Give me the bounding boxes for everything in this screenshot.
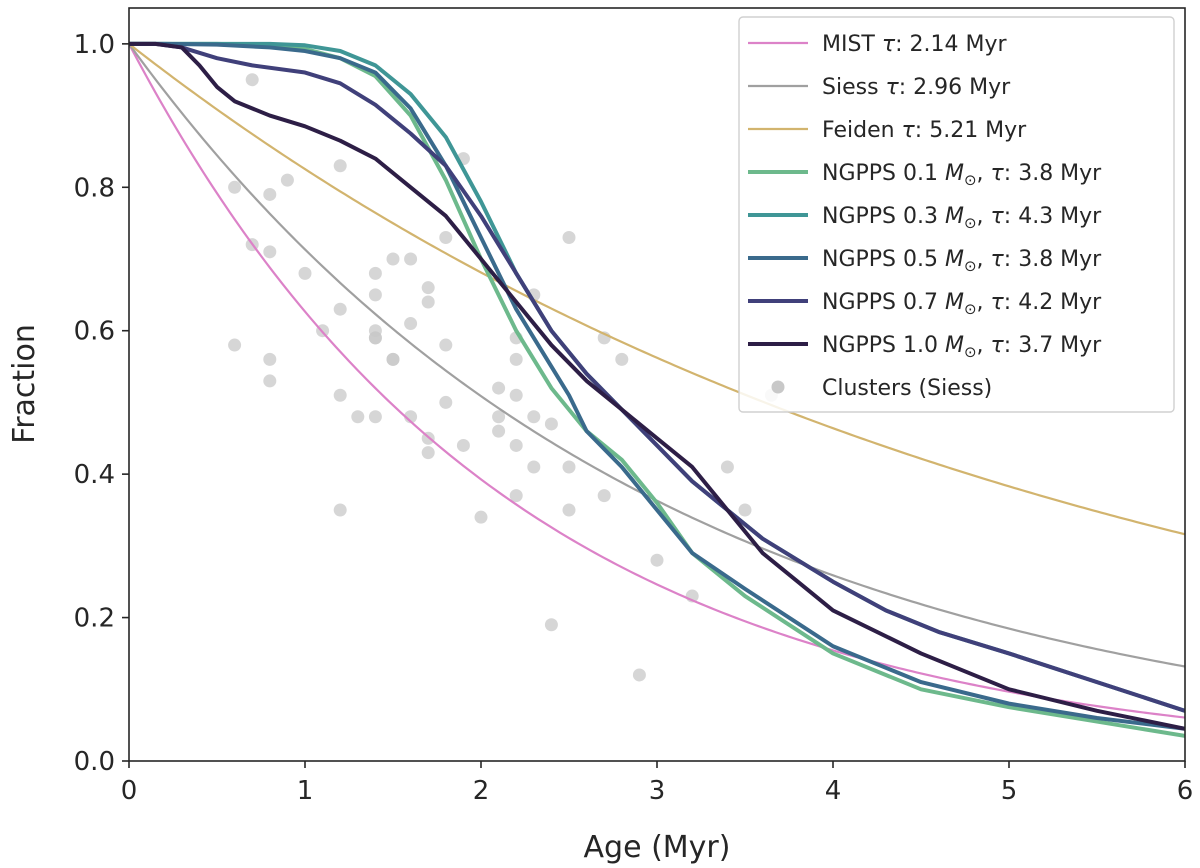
cluster-point: [351, 410, 365, 424]
series-line-ngpps-1-0: [129, 41, 1185, 731]
cluster-point: [597, 489, 611, 503]
cluster-point: [562, 503, 576, 517]
cluster-point: [509, 489, 523, 503]
cluster-point: [333, 388, 347, 402]
y-ticks: 0.0 0.2 0.4 0.6 0.8 1.0: [74, 30, 129, 777]
legend-label-ngpps-1-0: NGPPS 1.0 M⊙, τ: 3.7 Myr: [822, 333, 1102, 361]
y-tick-label: 0.4: [74, 460, 115, 490]
legend-label-ngpps-0-1: NGPPS 0.1 M⊙, τ: 3.8 Myr: [822, 161, 1102, 189]
cluster-point: [368, 288, 382, 302]
cluster-point: [404, 410, 418, 424]
x-tick-label: 5: [1001, 776, 1018, 806]
x-tick-label: 1: [297, 776, 314, 806]
y-tick-label: 0.2: [74, 604, 115, 634]
series-line-ngpps-0-5: [129, 41, 1185, 731]
cluster-point: [562, 230, 576, 244]
cluster-point: [456, 438, 470, 452]
y-tick-label: 0.8: [74, 173, 115, 203]
cluster-point: [439, 230, 453, 244]
cluster-point: [474, 510, 488, 524]
y-tick-label: 0.6: [74, 317, 115, 347]
cluster-point: [280, 173, 294, 187]
cluster-point: [544, 417, 558, 431]
cluster-point: [263, 374, 277, 388]
y-tick-label: 1.0: [74, 30, 115, 60]
cluster-point: [492, 381, 506, 395]
legend-label-feiden: Feiden τ: 5.21 Myr: [822, 118, 1027, 143]
cluster-point: [404, 317, 418, 331]
series-line-mist: [129, 42, 1185, 719]
cluster-point: [720, 460, 734, 474]
cluster-point: [421, 281, 435, 295]
cluster-point: [386, 352, 400, 366]
legend-label-ngpps-0-5: NGPPS 0.5 M⊙, τ: 3.8 Myr: [822, 247, 1102, 275]
legend-swatch-clusters: [771, 380, 785, 394]
cluster-point: [263, 352, 277, 366]
cluster-point: [333, 503, 347, 517]
cluster-point: [615, 352, 629, 366]
cluster-point: [562, 460, 576, 474]
legend-label-ngpps-0-7: NGPPS 0.7 M⊙, τ: 4.2 Myr: [822, 290, 1102, 318]
legend-label-clusters: Clusters (Siess): [822, 376, 992, 401]
cluster-point: [333, 302, 347, 316]
series-line-feiden: [129, 42, 1185, 536]
x-tick-label: 0: [121, 776, 138, 806]
cluster-point: [404, 252, 418, 266]
cluster-point: [228, 180, 242, 194]
cluster-point: [298, 266, 312, 280]
cluster-point: [544, 618, 558, 632]
series-lines: [129, 41, 1185, 738]
legend: MIST τ: 2.14 Myr Siess τ: 2.96 Myr Feiden …: [738, 16, 1175, 413]
cluster-point: [439, 395, 453, 409]
cluster-point: [632, 668, 646, 682]
legend-label-ngpps-0-3: NGPPS 0.3 M⊙, τ: 4.3 Myr: [822, 204, 1102, 232]
x-ticks: 0 1 2 3 4 5 6: [121, 761, 1194, 806]
cluster-point: [509, 388, 523, 402]
cluster-point: [421, 446, 435, 460]
cluster-point: [439, 338, 453, 352]
x-tick-label: 2: [473, 776, 490, 806]
cluster-point: [386, 252, 400, 266]
cluster-point: [333, 159, 347, 173]
cluster-point: [368, 410, 382, 424]
x-tick-label: 4: [825, 776, 842, 806]
cluster-point: [421, 295, 435, 309]
x-tick-label: 6: [1177, 776, 1194, 806]
x-tick-label: 3: [649, 776, 666, 806]
cluster-point: [509, 438, 523, 452]
x-axis-label: Age (Myr): [584, 830, 731, 865]
cluster-point: [650, 553, 664, 567]
series-line-ngpps-0-7: [129, 41, 1185, 713]
cluster-point: [527, 410, 541, 424]
legend-label-mist: MIST τ: 2.14 Myr: [822, 32, 1008, 57]
legend-label-siess: Siess τ: 2.96 Myr: [822, 75, 1011, 100]
cluster-point: [492, 424, 506, 438]
cluster-point: [527, 460, 541, 474]
legend-frame: [738, 16, 1175, 413]
cluster-point: [263, 187, 277, 201]
cluster-point: [368, 331, 382, 345]
cluster-point: [738, 503, 752, 517]
cluster-point: [245, 73, 259, 87]
cluster-point: [492, 410, 506, 424]
cluster-point: [368, 266, 382, 280]
cluster-point: [509, 352, 523, 366]
cluster-point: [228, 338, 242, 352]
y-tick-label: 0.0: [74, 747, 115, 777]
scatter-points: [228, 73, 778, 682]
y-axis-label: Fraction: [7, 324, 42, 444]
cluster-point: [263, 245, 277, 259]
